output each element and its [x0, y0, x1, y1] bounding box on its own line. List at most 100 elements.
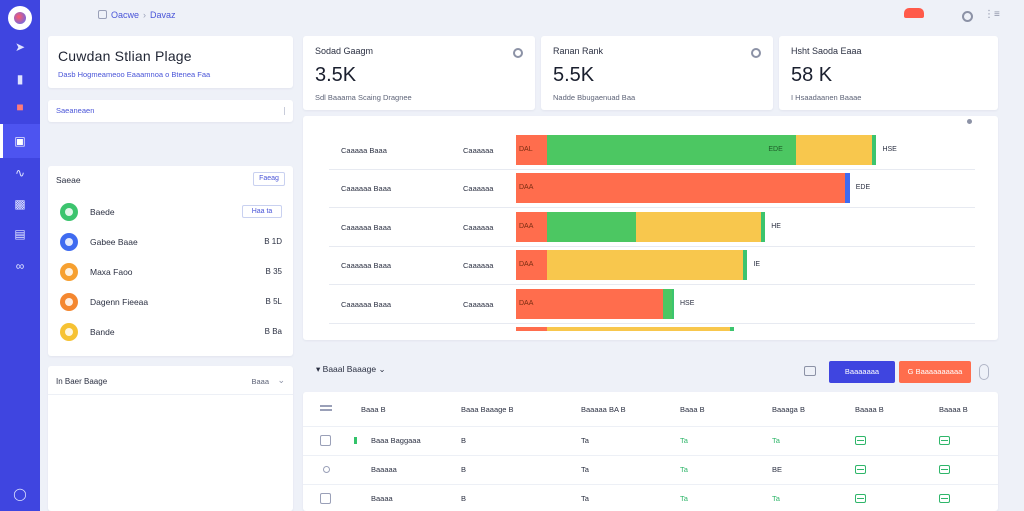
tasks-header-button[interactable]: Faeag	[253, 172, 285, 186]
folder-icon[interactable]: ▣	[14, 134, 26, 148]
user-icon[interactable]: ◯	[13, 487, 27, 501]
table-cell: Ta	[772, 436, 780, 445]
chart-bar-segment[interactable]	[516, 327, 548, 331]
primary-action-button[interactable]: Baaaaaaa	[829, 361, 895, 383]
task-value: B Ba	[264, 327, 282, 336]
table-cell: Ta	[680, 436, 688, 445]
row-status-icon	[354, 437, 357, 444]
info-icon[interactable]	[513, 48, 523, 58]
task-status-icon	[60, 203, 78, 221]
chart-end-label: IE	[753, 261, 761, 268]
alert-icon[interactable]: ■	[16, 100, 24, 114]
task-status-icon	[60, 263, 78, 281]
rocket-icon[interactable]: ➤	[14, 40, 26, 54]
row-action-icon[interactable]	[855, 494, 866, 503]
search-input[interactable]: Saeaneaen	[48, 100, 293, 122]
chart-category-label: Caaaaaa Baaa	[341, 261, 392, 270]
more-icon[interactable]	[979, 364, 989, 380]
table-cell: B	[461, 436, 467, 445]
task-value: B 35	[265, 267, 282, 276]
home-icon[interactable]	[98, 10, 107, 19]
stat-card-3: Hsht Saoda Eaaa 58 K I Hsaadaanen Baaae	[779, 36, 998, 110]
row-action-icon[interactable]	[855, 465, 866, 474]
stat-label: Hsht Saoda Eaaa	[791, 46, 862, 56]
row-action-icon[interactable]	[855, 436, 866, 445]
row-checkbox[interactable]	[320, 493, 331, 504]
chart-subcategory-label: Caaaaaa	[463, 146, 494, 155]
stacked-bar-chart: Caaaaa Baaa Caaaaaa DAL EDE HSE Caaaaaa Baaa C…	[303, 116, 998, 340]
column-header[interactable]: Baaa B	[361, 405, 386, 414]
task-status-icon	[60, 293, 78, 311]
notification-icon[interactable]	[904, 8, 924, 18]
column-header[interactable]: Baaaa B	[939, 405, 968, 414]
chart-bar-segment[interactable]	[516, 289, 663, 319]
column-header[interactable]: Baaa Baaage B	[461, 405, 514, 414]
notes-divider	[48, 394, 293, 395]
chart-bar-segment[interactable]	[760, 212, 766, 242]
task-status-icon	[60, 233, 78, 251]
chart-bar-segment[interactable]	[742, 250, 748, 280]
info-icon[interactable]	[751, 48, 761, 58]
chart-row-divider	[329, 169, 975, 170]
search-placeholder: Saeaneaen	[56, 106, 95, 115]
row-action-icon[interactable]	[939, 436, 950, 445]
column-header[interactable]: Baaaaa BA B	[581, 405, 626, 414]
tasks-panel: Saeae Faeag Baede Haa ta Gabee Baae B 1D Max…	[48, 166, 293, 356]
chart-subcategory-label: Caaaaaa	[463, 300, 494, 309]
chart-bar-segment[interactable]	[516, 250, 548, 280]
chart-bar-segment[interactable]	[547, 212, 637, 242]
task-item[interactable]: Bande B Ba	[60, 322, 282, 342]
book-icon[interactable]: ▮	[16, 72, 24, 86]
task-item[interactable]: Baede Haa ta	[60, 202, 282, 222]
stat-value: 5.5K	[553, 64, 595, 86]
chevron-down-icon[interactable]: ⌄	[277, 375, 285, 385]
chart-bar-segment[interactable]	[516, 173, 846, 203]
task-status-icon	[60, 323, 78, 341]
help-icon[interactable]	[962, 11, 973, 22]
task-item[interactable]: Gabee Baae B 1D	[60, 232, 282, 252]
secondary-action-button[interactable]: G Baaaaaaaaaa	[899, 361, 971, 383]
menu-icon[interactable]: ⋮≡	[984, 9, 1000, 20]
chart-bar-segment[interactable]	[872, 135, 877, 165]
breadcrumb-root[interactable]: Oacwe	[111, 10, 140, 20]
chart-end-label: EDE	[855, 184, 871, 191]
row-action-icon[interactable]	[939, 494, 950, 503]
task-action-button[interactable]: Haa ta	[242, 205, 282, 218]
chart-bar-segment[interactable]	[729, 327, 735, 331]
chart-bar-segment[interactable]	[516, 212, 548, 242]
column-header[interactable]: Baaaa B	[855, 405, 884, 414]
chart-bar-segment[interactable]	[845, 173, 850, 203]
table-cell: Ta	[680, 494, 688, 503]
task-name: Maxa Faoo	[90, 267, 133, 277]
task-item[interactable]: Dagenn Fieeaa B 5L	[60, 292, 282, 312]
row-checkbox[interactable]	[323, 466, 330, 473]
column-header[interactable]: Baaa B	[680, 405, 705, 414]
row-action-icon[interactable]	[939, 465, 950, 474]
export-icon[interactable]	[804, 366, 816, 376]
chart-bar-segment[interactable]	[547, 250, 743, 280]
chart-category-label: Caaaaaa Baaa	[341, 184, 392, 193]
chart-info-icon[interactable]	[967, 119, 972, 124]
team-icon[interactable]: ▩	[14, 197, 26, 211]
column-menu-icon[interactable]	[320, 405, 332, 411]
chart-data-label: DAL	[519, 146, 533, 153]
column-header[interactable]: Baaaga B	[772, 405, 805, 414]
table-cell: Ta	[680, 465, 688, 474]
task-item[interactable]: Maxa Faoo B 35	[60, 262, 282, 282]
settings-icon[interactable]: ▤	[14, 227, 26, 241]
notes-right-label[interactable]: Baaa	[251, 377, 269, 386]
link-icon[interactable]: ∞	[15, 259, 25, 273]
chart-bar-segment[interactable]	[547, 327, 730, 331]
table-row-divider	[303, 484, 998, 485]
row-checkbox[interactable]	[320, 435, 331, 446]
app-logo[interactable]	[8, 6, 32, 30]
filter-dropdown[interactable]: ▾ Baaal Baaage ⌄	[316, 364, 386, 375]
chart-bar-segment[interactable]	[516, 135, 548, 165]
stat-subtext: I Hsaadaanen Baaae	[791, 93, 862, 102]
chart-bar-segment[interactable]	[671, 289, 674, 319]
chart-bar-segment[interactable]	[636, 212, 761, 242]
analytics-icon[interactable]: ∿	[14, 166, 26, 180]
chart-bar-segment[interactable]	[662, 289, 672, 319]
chart-bar-segment[interactable]	[796, 135, 872, 165]
chart-bar-segment[interactable]	[547, 135, 797, 165]
